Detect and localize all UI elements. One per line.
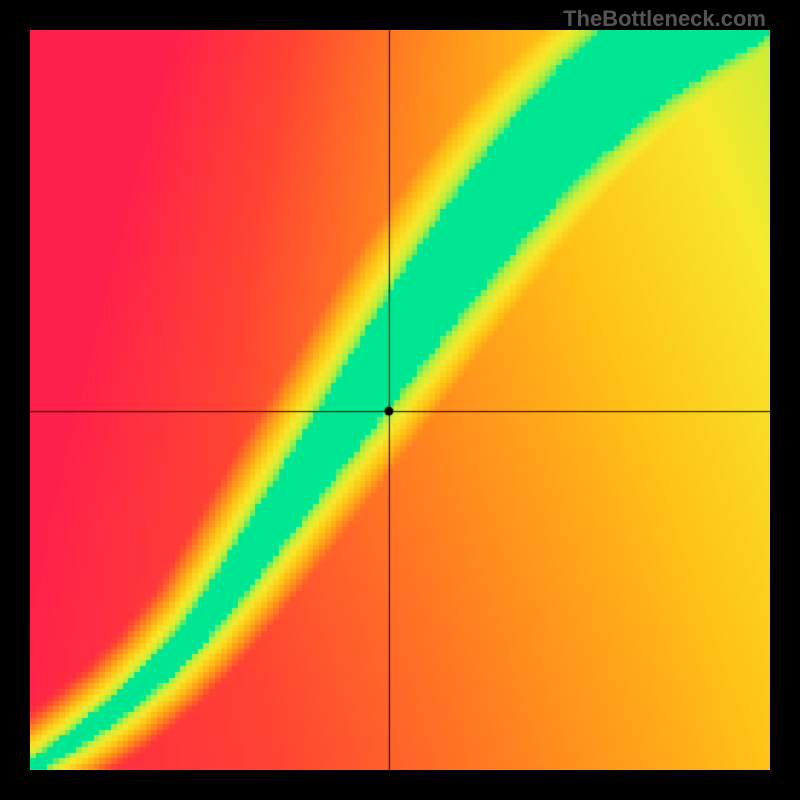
heatmap-canvas [30,30,770,770]
chart-root: TheBottleneck.com [0,0,800,800]
watermark-text: TheBottleneck.com [563,6,766,32]
